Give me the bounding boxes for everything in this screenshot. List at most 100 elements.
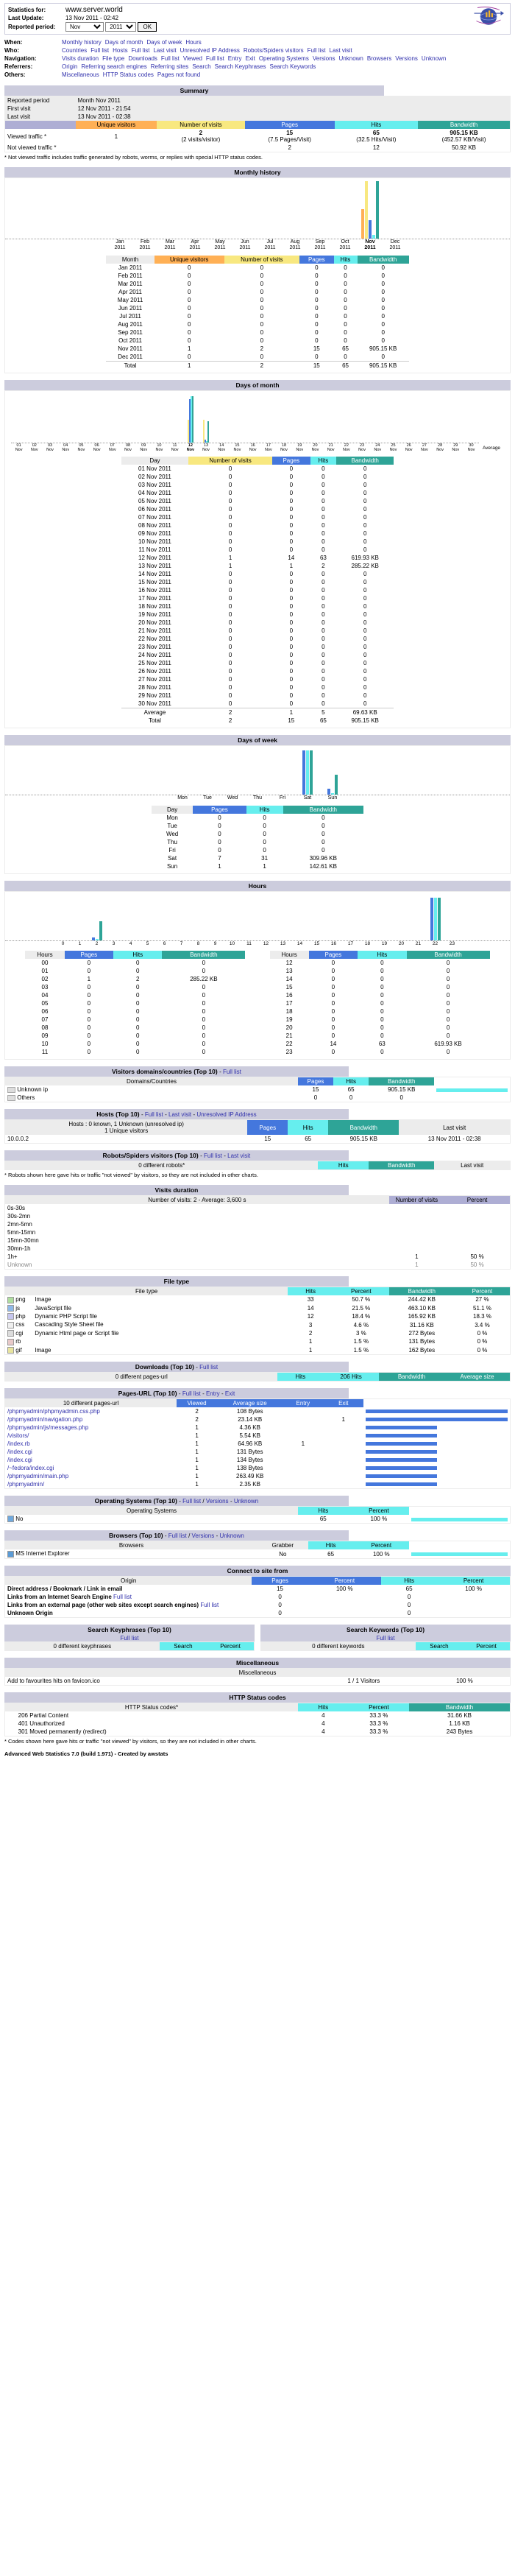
- downloads-full-list-link[interactable]: Full list: [199, 1363, 219, 1370]
- cell-gap: [245, 1048, 269, 1056]
- nav-link-origin[interactable]: Origin: [62, 63, 78, 70]
- ok-button[interactable]: OK: [138, 22, 157, 32]
- robots-full-list-link[interactable]: Full list: [204, 1152, 222, 1160]
- axis-label: Wed: [227, 795, 238, 801]
- robots-last-visit-link[interactable]: Last visit: [227, 1152, 251, 1160]
- cell-visits: 2: [260, 345, 264, 353]
- pu-url[interactable]: /index.cgi: [7, 1448, 32, 1455]
- ms-subheader: Miscellaneous: [4, 1668, 511, 1677]
- hosts-full-list-link[interactable]: Full list: [144, 1111, 163, 1119]
- keyphrases-full-list-link[interactable]: Full list: [120, 1634, 139, 1641]
- nav-link-days-of-month[interactable]: Days of month: [104, 39, 143, 46]
- pu-entry: [283, 1432, 323, 1440]
- nav-link-referring-search-engines[interactable]: Referring search engines: [81, 63, 147, 70]
- ft-bandwidth: 31.16 KB: [409, 1321, 434, 1329]
- countries-full-list-link[interactable]: Full list: [222, 1069, 241, 1076]
- robots-subheader: 0 different robots*: [4, 1161, 319, 1170]
- cell-pages-left: 0: [87, 1024, 91, 1032]
- nav-link-browser-versions[interactable]: Versions: [395, 55, 418, 62]
- cell-hour-right: 22: [285, 1041, 293, 1048]
- vd-range: 1h+: [7, 1253, 18, 1261]
- pu-url[interactable]: /phpmyadmin/js/messages.php: [7, 1424, 89, 1431]
- vd-percent: [444, 1245, 510, 1253]
- hosts-unresolved-ip-link[interactable]: Unresolved IP Address: [196, 1111, 257, 1119]
- pu-url[interactable]: /phpmyadmin/navigation.php: [7, 1415, 83, 1423]
- nav-link-countries[interactable]: Countries: [62, 47, 88, 54]
- cn-origin-fulllist-link[interactable]: Full list: [200, 1601, 219, 1608]
- cell-visits: 0: [260, 313, 264, 320]
- nav-link-downloads[interactable]: Downloads: [128, 55, 157, 62]
- ft-type-cell: cgi Dynamic Html page or Script file: [5, 1329, 288, 1337]
- axis-label: 23 Nov: [358, 443, 366, 453]
- nav-link-file-type[interactable]: File type: [102, 55, 125, 62]
- cn-origin-fulllist-link[interactable]: Full list: [113, 1593, 132, 1600]
- nav-link-viewed-full-list[interactable]: Full list: [205, 55, 224, 62]
- nav-link-countries-full-list[interactable]: Full list: [90, 47, 110, 54]
- nav-link-miscellaneous[interactable]: Miscellaneous: [62, 71, 99, 78]
- cell-day: Wed: [166, 831, 179, 838]
- table-row: Add to favourites hits on favicon.ico 1 …: [5, 1677, 511, 1686]
- cn-pages-percent: 100 %: [335, 1585, 353, 1592]
- nav-link-hosts[interactable]: Hosts: [113, 47, 128, 54]
- nav-link-exit[interactable]: Exit: [245, 55, 255, 62]
- os-versions-link[interactable]: Versions: [205, 1497, 229, 1505]
- pu-url[interactable]: /phpmyadmin/phpmyadmin.css.php: [7, 1407, 100, 1415]
- bar-group: [370, 394, 386, 443]
- nav-link-hosts-full-list[interactable]: Full list: [131, 47, 150, 54]
- nav-link-referring-sites[interactable]: Referring sites: [150, 63, 189, 70]
- keywords-full-list-link[interactable]: Full list: [376, 1634, 395, 1641]
- table-row: 07 0 0 0 19 0 0 0: [25, 1016, 489, 1024]
- nav-link-visits-duration[interactable]: Visits duration: [62, 55, 99, 62]
- nav-link-unresolved-ip[interactable]: Unresolved IP Address: [180, 47, 240, 54]
- year-select[interactable]: 2011: [105, 22, 137, 32]
- nav-link-search-keywords[interactable]: Search Keywords: [269, 63, 316, 70]
- ft-type-cell: css Cascading Style Sheet file: [5, 1320, 288, 1329]
- os-full-list-link[interactable]: Full list: [182, 1497, 202, 1505]
- pu-url[interactable]: /index.cgi: [7, 1456, 32, 1463]
- hosts-table: Hosts : 0 known, 1 Unknown (unresolved i…: [4, 1119, 511, 1144]
- nav-link-robots[interactable]: Robots/Spiders visitors: [243, 47, 304, 54]
- nav-link-robots-full-list[interactable]: Full list: [307, 47, 326, 54]
- nav-link-os-unknown[interactable]: Unknown: [338, 55, 363, 62]
- table-row: php Dynamic PHP Script file 12 18.4 % 165.92…: [5, 1312, 511, 1320]
- pages-url-full-list-link[interactable]: Full list: [182, 1390, 201, 1397]
- pu-url[interactable]: /phpmyadmin/main.php: [7, 1472, 69, 1479]
- nav-link-viewed[interactable]: Viewed: [182, 55, 202, 62]
- nav-link-os-versions[interactable]: Versions: [312, 55, 335, 62]
- os-unknown-link[interactable]: Unknown: [233, 1497, 259, 1505]
- month-select[interactable]: Nov: [65, 22, 104, 32]
- nav-link-monthly-history[interactable]: Monthly history: [62, 39, 102, 46]
- nav-link-http-status-codes[interactable]: HTTP Status codes: [102, 71, 154, 78]
- nav-label-navigation: Navigation:: [4, 55, 37, 62]
- nav-link-downloads-full-list[interactable]: Full list: [160, 55, 180, 62]
- nav-link-robots-last-visit[interactable]: Last visit: [329, 47, 352, 54]
- browsers-versions-link[interactable]: Versions: [191, 1532, 215, 1540]
- pu-url[interactable]: /visitors/: [7, 1432, 29, 1439]
- cell-pages-right: 0: [331, 960, 335, 967]
- nav-link-operating-systems[interactable]: Operating Systems: [258, 55, 309, 62]
- nav-link-hours[interactable]: Hours: [185, 39, 202, 46]
- hosts-last-visit-link[interactable]: Last visit: [168, 1111, 192, 1119]
- nav-link-entry[interactable]: Entry: [227, 55, 242, 62]
- browsers-full-list-link[interactable]: Full list: [168, 1532, 187, 1540]
- pages-url-exit-link[interactable]: Exit: [224, 1390, 235, 1397]
- hours-gap: [245, 951, 270, 960]
- nav-link-browser-unknown[interactable]: Unknown: [421, 55, 447, 62]
- cell-hits: 2: [322, 563, 325, 570]
- pu-bar-cell: [363, 1472, 510, 1480]
- table-row: 25 Nov 2011 0 0 0 0: [121, 659, 394, 667]
- nav-link-browsers[interactable]: Browsers: [366, 55, 392, 62]
- pu-url[interactable]: /index.rb: [7, 1440, 30, 1447]
- pages-url-entry-link[interactable]: Entry: [205, 1390, 220, 1397]
- nav-link-pages-not-found[interactable]: Pages not found: [157, 71, 201, 78]
- nav-link-hosts-last-visit[interactable]: Last visit: [153, 47, 177, 54]
- cell-hour-right: 12: [285, 960, 293, 967]
- nav-link-search-keyphrases[interactable]: Search Keyphrases: [214, 63, 266, 70]
- pu-url[interactable]: /phpmyadmin/: [7, 1480, 45, 1488]
- nav-link-days-of-week[interactable]: Days of week: [146, 39, 182, 46]
- pu-url[interactable]: /~fedora/index.cgi: [7, 1464, 54, 1471]
- axis-label: 7: [180, 941, 183, 947]
- cell-day: 18 Nov 2011: [138, 603, 171, 610]
- nav-link-search[interactable]: Search: [192, 63, 211, 70]
- browsers-unknown-link[interactable]: Unknown: [219, 1532, 244, 1540]
